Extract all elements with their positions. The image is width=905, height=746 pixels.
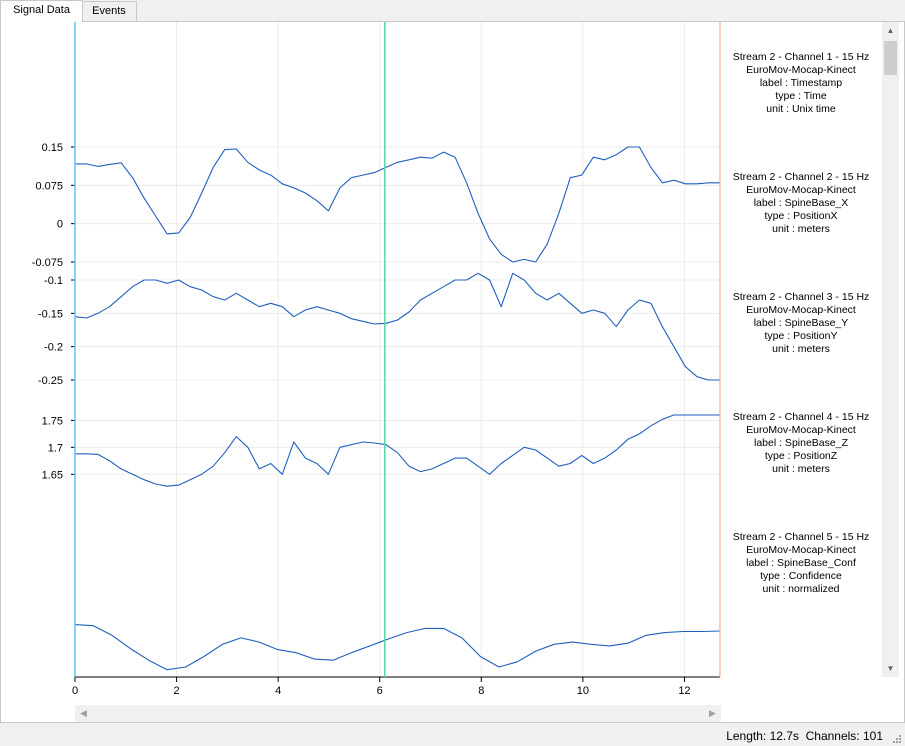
channel-title: Stream 2 - Channel 2 - 15 Hz (732, 171, 870, 183)
channel-label: label : SpineBase_X (753, 197, 849, 209)
length-readout: Length: 12.7s (726, 729, 799, 743)
tab-signal-data[interactable]: Signal Data (0, 0, 83, 22)
channel-info-1: Stream 2 - Channel 1 - 15 Hz EuroMov-Moc… (721, 51, 881, 116)
signal-line-channel-5 (74, 624, 721, 671)
scroll-down-icon[interactable]: ▼ (886, 664, 895, 673)
x-tick-label: 0 (72, 685, 78, 697)
channel-info-5: Stream 2 - Channel 5 - 15 Hz EuroMov-Moc… (721, 531, 881, 596)
signal-panel: 0.15 0.075 0 -0.075 -0.1 -0.15 -0.2 -0.25 1.75 1.… (0, 21, 905, 723)
channel-type: type : PositionY (764, 330, 838, 342)
signal-line-channel-4 (75, 414, 720, 487)
tab-events[interactable]: Events (81, 1, 137, 21)
channel-type: type : Confidence (760, 570, 842, 582)
channel-info-3: Stream 2 - Channel 3 - 15 Hz EuroMov-Moc… (721, 291, 881, 356)
signal-line-channel-3 (74, 272, 720, 381)
y-tick-label: -0.15 (38, 308, 63, 320)
channel-info-2: Stream 2 - Channel 2 - 15 Hz EuroMov-Moc… (721, 171, 881, 236)
x-tick-label: 2 (174, 685, 180, 697)
channel-stream: EuroMov-Mocap-Kinect (746, 424, 856, 436)
x-tick-label: 4 (275, 685, 281, 697)
channel-type: type : PositionX (764, 210, 838, 222)
channel-unit: unit : meters (772, 223, 830, 235)
channel-type: type : Time (775, 90, 827, 102)
y-tick-label: 0.075 (35, 180, 63, 192)
y-tick-label: -0.25 (38, 375, 63, 387)
channel-title: Stream 2 - Channel 3 - 15 Hz (732, 291, 870, 303)
channel-unit: unit : meters (772, 463, 830, 475)
scrollbar-thumb[interactable] (884, 41, 897, 75)
channel-unit: unit : normalized (762, 583, 840, 595)
channel-unit: unit : Unix time (766, 103, 836, 115)
channel-label: label : SpineBase_Z (754, 437, 848, 449)
y-tick-label: -0.2 (44, 342, 63, 354)
channel-stream: EuroMov-Mocap-Kinect (746, 544, 856, 556)
signal-plot[interactable]: 0.15 0.075 0 -0.075 -0.1 -0.15 -0.2 -0.25 1.75 1.… (1, 22, 881, 704)
x-tick-label: 12 (678, 685, 690, 697)
channel-title: Stream 2 - Channel 5 - 15 Hz (732, 531, 870, 543)
y-tick-label: 0.15 (42, 142, 63, 154)
channel-count: Channels: 101 (805, 729, 883, 743)
channel-title: Stream 2 - Channel 4 - 15 Hz (732, 411, 870, 423)
y-tick-label: 1.75 (42, 415, 63, 427)
x-tick-label: 8 (478, 685, 484, 697)
status-bar: Length: 12.7s Channels: 101 (0, 724, 905, 746)
y-tick-label: 0 (57, 219, 63, 231)
y-tick-label: 1.7 (48, 442, 63, 454)
channel-label: label : SpineBase_Conf (746, 557, 856, 569)
channel-unit: unit : meters (772, 343, 830, 355)
channel-stream: EuroMov-Mocap-Kinect (746, 304, 856, 316)
channel-stream: EuroMov-Mocap-Kinect (746, 64, 856, 76)
channel-label: label : SpineBase_Y (753, 317, 849, 329)
resize-grip-icon[interactable] (890, 732, 902, 744)
y-tick-label: 1.65 (42, 469, 63, 481)
channel-stream: EuroMov-Mocap-Kinect (746, 184, 856, 196)
x-tick-label: 10 (577, 685, 589, 697)
scroll-right-icon[interactable]: ▶ (709, 708, 716, 718)
horizontal-scrollbar[interactable]: ◀ ▶ (75, 705, 721, 722)
tab-bar: Signal Data Events (0, 0, 905, 22)
scroll-up-icon[interactable]: ▲ (886, 26, 895, 35)
channel-type: type : PositionZ (764, 450, 838, 462)
vertical-scrollbar[interactable]: ▲ ▼ (882, 22, 899, 677)
status-text: Length: 12.7s Channels: 101 (726, 729, 883, 743)
channel-title: Stream 2 - Channel 1 - 15 Hz (732, 51, 870, 63)
channel-label: label : Timestamp (759, 77, 843, 89)
y-tick-label: -0.1 (44, 275, 63, 287)
scroll-left-icon[interactable]: ◀ (80, 708, 87, 718)
signal-line-channel-2 (75, 146, 720, 263)
channel-info-4: Stream 2 - Channel 4 - 15 Hz EuroMov-Moc… (721, 411, 881, 476)
x-tick-label: 6 (377, 685, 383, 697)
y-tick-label: -0.075 (32, 257, 63, 269)
